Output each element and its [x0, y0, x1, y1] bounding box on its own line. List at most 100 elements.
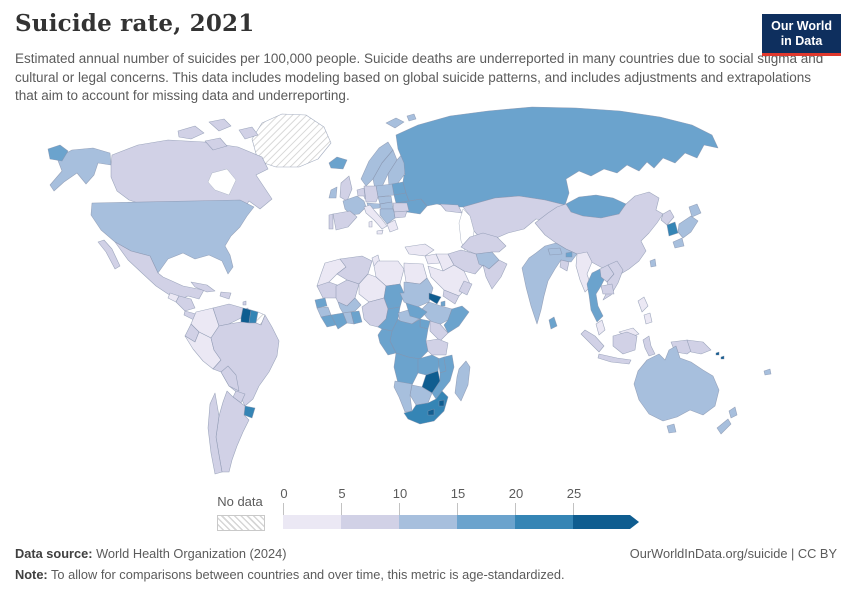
legend-tick-label: 20 — [508, 486, 524, 501]
country-somalia[interactable] — [443, 305, 470, 334]
country-burkina-faso[interactable] — [337, 297, 362, 314]
country-chad[interactable] — [383, 283, 405, 310]
country-cuba[interactable] — [190, 281, 216, 293]
country-iran[interactable] — [447, 249, 484, 275]
country-solomon-islands[interactable] — [715, 351, 725, 360]
country-tanzania[interactable] — [425, 338, 449, 356]
country-new-zealand[interactable] — [716, 406, 738, 435]
legend-tick — [573, 503, 574, 515]
country-greece[interactable] — [386, 219, 399, 233]
country-taiwan[interactable] — [649, 258, 657, 268]
country-ivory-coast[interactable] — [330, 312, 348, 330]
country-russia[interactable] — [395, 106, 719, 208]
country-togo-benin[interactable] — [350, 310, 363, 325]
country-balkans[interactable] — [379, 208, 396, 225]
country-congo-gabon[interactable] — [377, 328, 397, 356]
country-benelux[interactable] — [356, 187, 366, 197]
country-eritrea[interactable] — [428, 292, 442, 305]
country-south-sudan[interactable] — [405, 302, 428, 320]
country-zimbabwe[interactable] — [421, 370, 441, 394]
legend-tick — [341, 503, 342, 515]
country-united-kingdom[interactable] — [339, 175, 353, 202]
country-cambodia[interactable] — [600, 283, 615, 295]
country-bangladesh[interactable] — [559, 259, 570, 272]
country-ireland[interactable] — [328, 186, 338, 199]
country-japan[interactable] — [672, 203, 702, 249]
country-germany[interactable] — [363, 185, 379, 203]
hudson-bay — [207, 168, 237, 196]
legend-tick-label: 25 — [566, 486, 582, 501]
country-madagascar[interactable] — [454, 360, 471, 402]
country-pakistan[interactable] — [482, 259, 508, 290]
legend-tick-label: 15 — [450, 486, 466, 501]
legend-bucket-5-10[interactable] — [341, 515, 399, 529]
country-caucasus[interactable] — [439, 203, 463, 214]
country-bhutan[interactable] — [565, 251, 573, 258]
map-legend: No data 0 5 10 15 20 25 — [215, 486, 655, 534]
owid-link[interactable]: OurWorldInData.org/suicide | CC BY — [629, 546, 837, 561]
country-romania[interactable] — [392, 202, 410, 213]
legend-tick-label: 10 — [392, 486, 408, 501]
country-yemen[interactable] — [442, 289, 460, 305]
legend-bucket-15-20[interactable] — [457, 515, 515, 529]
country-djibouti[interactable] — [440, 300, 446, 307]
country-hispaniola[interactable] — [219, 291, 232, 300]
country-senegal[interactable] — [314, 297, 328, 309]
legend-bucket-20-25[interactable] — [515, 515, 573, 529]
legend-tick — [399, 503, 400, 515]
country-spain[interactable] — [332, 210, 358, 231]
country-chile[interactable] — [207, 392, 223, 475]
legend-tick — [457, 503, 458, 515]
country-poland[interactable] — [375, 183, 395, 198]
data-source-value: World Health Organization (2024) — [92, 546, 287, 561]
country-kenya[interactable] — [429, 320, 449, 342]
country-turkey[interactable] — [404, 243, 435, 257]
country-angola[interactable] — [393, 352, 421, 386]
legend-tick-label: 0 — [280, 486, 288, 501]
country-sri-lanka[interactable] — [548, 316, 558, 330]
country-philippines[interactable] — [637, 296, 653, 325]
country-svalbard[interactable] — [385, 113, 417, 129]
country-alaska[interactable] — [49, 147, 112, 192]
legend-bucket-10-15[interactable] — [399, 515, 457, 529]
country-canadian-arctic[interactable] — [177, 118, 259, 151]
legend-tick — [515, 503, 516, 515]
country-honduras-nicaragua[interactable] — [175, 295, 196, 312]
page-title: Suicide rate, 2021 — [15, 10, 255, 37]
legend-tick — [283, 503, 284, 515]
country-india[interactable] — [521, 242, 578, 325]
country-new-caledonia[interactable] — [763, 368, 772, 376]
country-chukotka[interactable] — [47, 144, 69, 162]
country-tasmania[interactable] — [666, 423, 677, 434]
legend-no-data-label: No data — [217, 494, 263, 509]
country-brazil[interactable] — [210, 314, 280, 407]
country-bulgaria[interactable] — [393, 210, 408, 219]
country-italy[interactable] — [363, 204, 388, 235]
country-nepal[interactable] — [547, 247, 563, 256]
owid-logo[interactable]: Our World in Data — [762, 14, 841, 56]
country-north-korea[interactable] — [660, 209, 675, 226]
legend-no-data-swatch[interactable] — [217, 515, 265, 531]
legend-bucket-0-5[interactable] — [283, 515, 341, 529]
country-france[interactable] — [342, 195, 367, 216]
country-uruguay[interactable] — [243, 405, 256, 419]
country-australia[interactable] — [633, 345, 720, 422]
country-central-asia[interactable] — [460, 232, 507, 255]
country-south-africa[interactable] — [403, 390, 449, 425]
country-portugal[interactable] — [328, 213, 334, 230]
country-papua-new-guinea[interactable] — [686, 339, 712, 355]
country-south-korea[interactable] — [666, 221, 679, 237]
country-indonesia[interactable] — [580, 329, 696, 365]
chart-subtitle: Estimated annual number of suicides per … — [15, 51, 824, 104]
country-namibia[interactable] — [393, 380, 413, 413]
country-sudan[interactable] — [399, 277, 434, 309]
legend-tick-label: 5 — [338, 486, 346, 501]
country-lesotho[interactable] — [427, 408, 435, 416]
country-iceland[interactable] — [328, 156, 348, 170]
legend-bucket-25-plus[interactable] — [573, 515, 639, 529]
country-bolivia[interactable] — [220, 365, 240, 392]
world-choropleth-map — [0, 103, 850, 495]
country-eswatini[interactable] — [438, 399, 445, 407]
country-oman[interactable] — [458, 280, 473, 296]
country-greenland[interactable] — [251, 113, 332, 168]
